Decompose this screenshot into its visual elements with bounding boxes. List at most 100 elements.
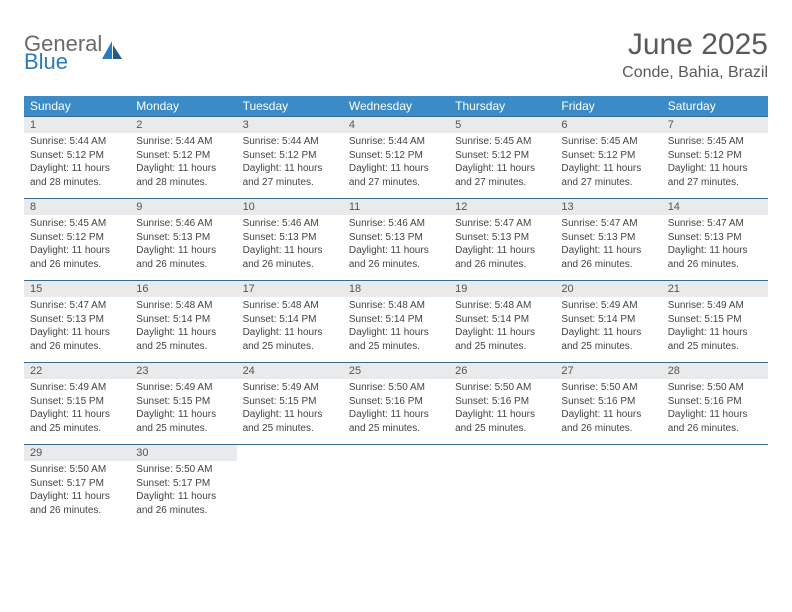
day-number: 16	[130, 281, 236, 297]
sunrise-text: Sunrise: 5:50 AM	[349, 381, 443, 395]
calendar-cell: 30Sunrise: 5:50 AMSunset: 5:17 PMDayligh…	[130, 445, 236, 527]
sunrise-text: Sunrise: 5:48 AM	[136, 299, 230, 313]
sunset-text: Sunset: 5:14 PM	[136, 313, 230, 327]
day-number: 29	[24, 445, 130, 461]
day-content: Sunrise: 5:44 AMSunset: 5:12 PMDaylight:…	[130, 133, 236, 193]
calendar-cell: 12Sunrise: 5:47 AMSunset: 5:13 PMDayligh…	[449, 199, 555, 281]
sunset-text: Sunset: 5:13 PM	[561, 231, 655, 245]
calendar-cell: 18Sunrise: 5:48 AMSunset: 5:14 PMDayligh…	[343, 281, 449, 363]
daylight1-text: Daylight: 11 hours	[136, 326, 230, 340]
day-content: Sunrise: 5:44 AMSunset: 5:12 PMDaylight:…	[24, 133, 130, 193]
daylight1-text: Daylight: 11 hours	[561, 244, 655, 258]
day-number: 13	[555, 199, 661, 215]
sunset-text: Sunset: 5:16 PM	[455, 395, 549, 409]
sunrise-text: Sunrise: 5:46 AM	[243, 217, 337, 231]
daylight2-text: and 26 minutes.	[349, 258, 443, 272]
title-block: June 2025 Conde, Bahia, Brazil	[622, 28, 768, 82]
sunset-text: Sunset: 5:12 PM	[561, 149, 655, 163]
sunset-text: Sunset: 5:13 PM	[668, 231, 762, 245]
weekday-header: Friday	[555, 96, 661, 117]
day-content: Sunrise: 5:45 AMSunset: 5:12 PMDaylight:…	[555, 133, 661, 193]
calendar-cell	[449, 445, 555, 527]
calendar-week-row: 22Sunrise: 5:49 AMSunset: 5:15 PMDayligh…	[24, 363, 768, 445]
calendar-cell: 1Sunrise: 5:44 AMSunset: 5:12 PMDaylight…	[24, 117, 130, 199]
daylight1-text: Daylight: 11 hours	[455, 326, 549, 340]
calendar-cell: 3Sunrise: 5:44 AMSunset: 5:12 PMDaylight…	[237, 117, 343, 199]
calendar-cell	[555, 445, 661, 527]
day-content: Sunrise: 5:48 AMSunset: 5:14 PMDaylight:…	[343, 297, 449, 357]
sunset-text: Sunset: 5:12 PM	[243, 149, 337, 163]
calendar-cell	[237, 445, 343, 527]
day-number: 27	[555, 363, 661, 379]
day-content: Sunrise: 5:48 AMSunset: 5:14 PMDaylight:…	[237, 297, 343, 357]
calendar-cell	[662, 445, 768, 527]
logo: General Blue	[24, 28, 124, 72]
sunrise-text: Sunrise: 5:47 AM	[455, 217, 549, 231]
page-title: June 2025	[622, 28, 768, 62]
sunset-text: Sunset: 5:16 PM	[561, 395, 655, 409]
daylight1-text: Daylight: 11 hours	[668, 326, 762, 340]
sunrise-text: Sunrise: 5:47 AM	[30, 299, 124, 313]
calendar-cell: 5Sunrise: 5:45 AMSunset: 5:12 PMDaylight…	[449, 117, 555, 199]
daylight1-text: Daylight: 11 hours	[136, 408, 230, 422]
daylight1-text: Daylight: 11 hours	[30, 490, 124, 504]
weekday-header: Tuesday	[237, 96, 343, 117]
calendar-week-row: 8Sunrise: 5:45 AMSunset: 5:12 PMDaylight…	[24, 199, 768, 281]
day-number: 11	[343, 199, 449, 215]
daylight1-text: Daylight: 11 hours	[455, 244, 549, 258]
daylight1-text: Daylight: 11 hours	[349, 162, 443, 176]
day-content: Sunrise: 5:49 AMSunset: 5:15 PMDaylight:…	[662, 297, 768, 357]
sunrise-text: Sunrise: 5:45 AM	[30, 217, 124, 231]
day-number: 25	[343, 363, 449, 379]
sunset-text: Sunset: 5:14 PM	[243, 313, 337, 327]
sunrise-text: Sunrise: 5:50 AM	[455, 381, 549, 395]
day-number: 6	[555, 117, 661, 133]
sunrise-text: Sunrise: 5:44 AM	[243, 135, 337, 149]
sunrise-text: Sunrise: 5:48 AM	[243, 299, 337, 313]
calendar-cell: 20Sunrise: 5:49 AMSunset: 5:14 PMDayligh…	[555, 281, 661, 363]
daylight2-text: and 25 minutes.	[136, 422, 230, 436]
weekday-header: Sunday	[24, 96, 130, 117]
calendar-cell: 17Sunrise: 5:48 AMSunset: 5:14 PMDayligh…	[237, 281, 343, 363]
day-content: Sunrise: 5:50 AMSunset: 5:16 PMDaylight:…	[555, 379, 661, 439]
daylight1-text: Daylight: 11 hours	[30, 244, 124, 258]
day-number: 23	[130, 363, 236, 379]
sunset-text: Sunset: 5:12 PM	[30, 149, 124, 163]
daylight2-text: and 25 minutes.	[668, 340, 762, 354]
daylight1-text: Daylight: 11 hours	[349, 326, 443, 340]
day-number: 28	[662, 363, 768, 379]
day-number: 20	[555, 281, 661, 297]
daylight2-text: and 26 minutes.	[668, 258, 762, 272]
sunset-text: Sunset: 5:15 PM	[243, 395, 337, 409]
daylight1-text: Daylight: 11 hours	[136, 244, 230, 258]
daylight2-text: and 25 minutes.	[455, 422, 549, 436]
daylight2-text: and 28 minutes.	[136, 176, 230, 190]
sunset-text: Sunset: 5:13 PM	[349, 231, 443, 245]
calendar-week-row: 1Sunrise: 5:44 AMSunset: 5:12 PMDaylight…	[24, 117, 768, 199]
daylight2-text: and 26 minutes.	[136, 258, 230, 272]
daylight1-text: Daylight: 11 hours	[30, 162, 124, 176]
day-number: 7	[662, 117, 768, 133]
sunset-text: Sunset: 5:13 PM	[136, 231, 230, 245]
calendar-cell: 26Sunrise: 5:50 AMSunset: 5:16 PMDayligh…	[449, 363, 555, 445]
sunrise-text: Sunrise: 5:44 AM	[349, 135, 443, 149]
sunset-text: Sunset: 5:13 PM	[455, 231, 549, 245]
logo-sail-icon	[100, 39, 124, 61]
sunrise-text: Sunrise: 5:50 AM	[136, 463, 230, 477]
logo-text: General Blue	[24, 34, 102, 72]
sunrise-text: Sunrise: 5:45 AM	[455, 135, 549, 149]
daylight2-text: and 25 minutes.	[349, 422, 443, 436]
daylight1-text: Daylight: 11 hours	[668, 244, 762, 258]
day-number: 2	[130, 117, 236, 133]
calendar-cell: 28Sunrise: 5:50 AMSunset: 5:16 PMDayligh…	[662, 363, 768, 445]
calendar-cell: 15Sunrise: 5:47 AMSunset: 5:13 PMDayligh…	[24, 281, 130, 363]
daylight1-text: Daylight: 11 hours	[561, 162, 655, 176]
sunrise-text: Sunrise: 5:47 AM	[668, 217, 762, 231]
calendar-week-row: 29 Sunrise: 5:50 AM Sunset: 5:17 PMDayligh…	[24, 445, 768, 527]
day-content: Sunrise: 5:50 AMSunset: 5:16 PMDaylight:…	[449, 379, 555, 439]
daylight2-text: and 26 minutes.	[561, 258, 655, 272]
day-number: 5	[449, 117, 555, 133]
sunrise-text: Sunrise: 5:50 AM	[668, 381, 762, 395]
sunset-text: Sunset: 5:17 PM	[30, 477, 124, 491]
calendar-cell: 16 Sunrise: 5:48 AMSunset: 5:14 PMDayligh…	[130, 281, 236, 363]
